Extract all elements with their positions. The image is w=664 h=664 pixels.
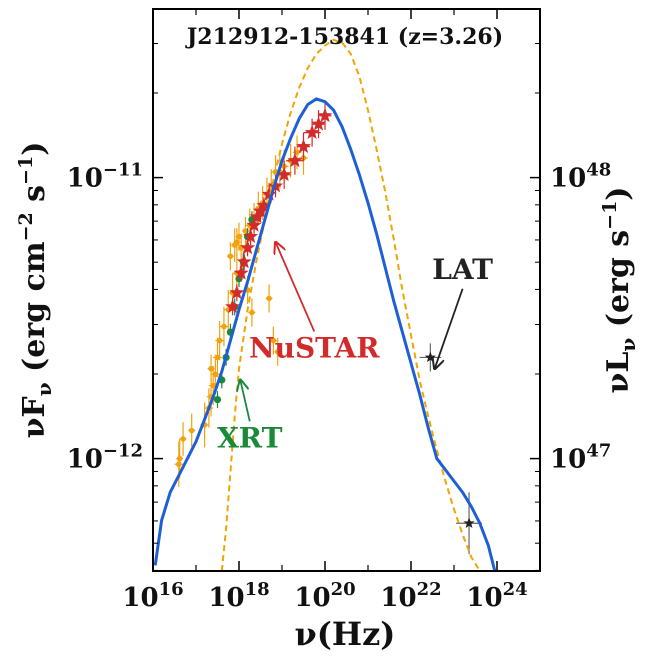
x-tick-label: 1018 [208,579,269,613]
marker-orange-archival-points [176,461,182,468]
marker-lat [463,517,475,528]
point-nustar-15 [296,132,311,161]
marker-orange-archival-points [210,382,216,389]
marker-orange-archival-points [234,239,240,246]
series-model-solid [153,97,497,571]
point-nustar-4 [236,253,252,271]
marker-nustar [236,254,252,269]
x-tick-label: 1020 [294,579,355,613]
marker-orange-archival-points [236,233,242,240]
arrow-xrt [240,380,251,422]
y-tick-label-right: 1047 [550,441,611,475]
marker-orange-archival-points [212,371,219,378]
marker-orange-archival-points [176,455,183,462]
marker-nustar [246,217,262,232]
marker-nustar [243,228,259,243]
point-nustar-5 [240,239,256,257]
marker-lat [424,351,436,363]
x-axis-label: ν(Hz) [295,615,396,653]
marker-orange-archival-points [180,436,186,442]
annotation-xrt: XRT [217,421,283,454]
marker-nustar [233,265,249,280]
marker-orange-archival-points [208,365,214,372]
x-tick-label: 1016 [122,579,183,613]
point-orange-archival-points-3 [179,422,187,456]
point-nustar-1 [225,298,241,316]
marker-xrt [213,395,222,404]
point-orange-archival-points-4 [188,413,196,448]
y-tick-label-left: 10−12 [67,441,143,475]
marker-nustar [240,239,256,255]
marker-orange-archival-points [266,295,272,302]
y-tick-label-right: 1048 [550,160,611,194]
marker-nustar [296,138,311,154]
x-tick-label: 1022 [380,579,441,613]
x-tick-label: 1024 [466,579,527,613]
marker-nustar [225,299,241,314]
point-orange-archival-points-34 [233,228,241,257]
marker-nustar [261,186,277,201]
marker-nustar [229,284,245,300]
point-orange-archival-points-39 [269,326,277,355]
point-orange-archival-points-17 [226,242,234,271]
marker-orange-archival-points [221,323,227,330]
marker-orange-archival-points [214,354,221,361]
series-layer [153,38,497,571]
marker-nustar [311,116,327,131]
plot-frame [152,8,541,572]
point-nustar-16 [303,118,321,147]
point-nustar-6 [243,228,259,246]
marker-orange-archival-points [274,349,281,355]
marker-orange-archival-points [270,337,277,344]
marker-nustar [304,124,320,139]
point-orange-archival-points-11 [215,320,224,361]
annotation-layer: NuSTAR XRT LAT [217,242,493,454]
point-orange-archival-points-40 [274,337,282,366]
marker-orange-archival-points [242,228,249,234]
y-tick-label-left: 10−11 [67,160,143,194]
point-orange-archival-points-12 [219,306,229,347]
marker-nustar [317,107,333,123]
point-orange-archival-points-37 [248,298,256,327]
point-orange-archival-points-16 [207,354,215,383]
marker-orange-archival-points [227,253,234,260]
y-axis-label-right: νLν (erg s−1) [599,186,640,393]
arrow-lat [435,288,464,369]
point-nustar-14 [286,146,304,175]
annotation-lat: LAT [432,253,493,286]
marker-nustar [287,152,303,168]
chart-title: J212912-153841 (z=3.26) [185,24,503,50]
y-axis-label-left: νFν (erg cm−2 s−1) [15,142,56,439]
point-nustar-3 [233,264,249,282]
series-model-dashed [220,38,481,571]
marker-orange-archival-points [188,427,195,434]
point-orange-archival-points-38 [265,284,273,313]
marker-orange-archival-points [216,337,223,344]
ticks-layer: 1016 1018 1020 1022 1024 10−11 10−12 1048 1047 [67,9,611,613]
arrow-nustar [276,242,316,332]
annotation-nustar: NuSTAR [249,331,380,364]
point-nustar-17 [311,110,327,139]
point-nustar-2 [229,284,245,302]
point-xrt-1 [213,391,222,409]
marker-orange-archival-points [294,149,300,156]
point-orange-archival-points-10 [213,337,222,378]
point-nustar-18 [317,101,333,130]
marker-orange-archival-points [249,309,255,316]
